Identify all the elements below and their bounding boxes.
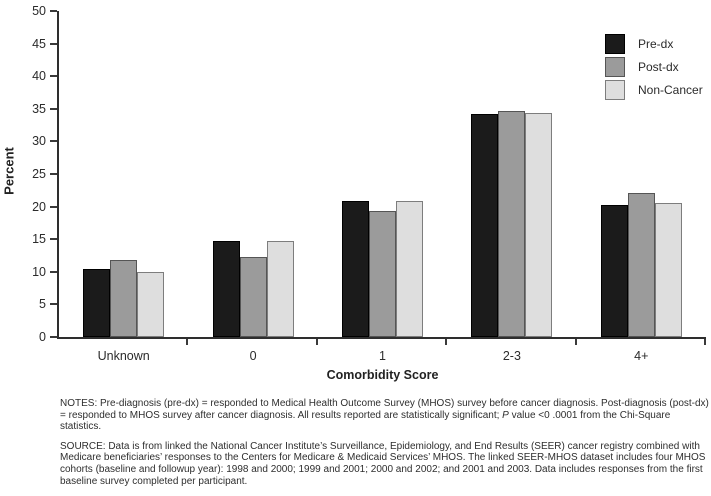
legend-swatch-icon	[605, 80, 625, 100]
y-axis-tick-label: 10	[32, 264, 46, 279]
y-axis-tick-label: 45	[32, 36, 46, 51]
source-paragraph: SOURCE: Data is from linked the National…	[60, 440, 706, 487]
bar-non-cancer	[654, 203, 682, 337]
y-axis-tick	[50, 173, 57, 175]
x-category-label: 2-3	[502, 349, 521, 363]
bar-post-dx	[239, 257, 267, 337]
y-axis-tick	[50, 140, 57, 143]
bar-post-dx	[369, 210, 396, 337]
y-axis-tick	[50, 238, 57, 241]
x-category-label: 4+	[634, 349, 649, 363]
legend-item: Pre-dx	[605, 34, 703, 54]
x-axis-tick	[186, 339, 189, 345]
y-axis-tick	[50, 205, 57, 208]
y-axis-tick-label: 35	[32, 101, 46, 116]
legend-label: Non-Cancer	[638, 83, 703, 97]
bar-pre-dx	[342, 201, 369, 337]
legend-item: Post-dx	[605, 57, 703, 77]
legend-label: Post-dx	[638, 60, 679, 74]
plot-area: Comorbidity Score 0 5 10 15 20 25 30 35 40 45 50 Un…	[32, 4, 706, 382]
x-category-label: 1	[379, 349, 386, 363]
x-category-label: 0	[249, 349, 257, 363]
notes-text-1: NOTES: Pre-diagnosis (pre-dx) = responde…	[60, 398, 709, 421]
notes-p-symbol: P	[502, 409, 509, 421]
bar-pre-dx	[471, 114, 499, 337]
bar-non-cancer	[137, 271, 165, 337]
y-axis-tick-label: 30	[32, 134, 46, 149]
bar-pre-dx	[212, 241, 240, 337]
y-axis-tick-label: 25	[32, 167, 46, 181]
x-category-label: Unknown	[97, 349, 150, 363]
x-axis-tick	[704, 339, 706, 345]
y-axis-tick	[50, 10, 57, 12]
legend-label: Pre-dx	[638, 37, 674, 51]
legend: Pre-dx Post-dx Non-Cancer	[605, 34, 703, 103]
bar-post-dx	[627, 192, 655, 337]
legend-swatch-icon	[605, 34, 625, 54]
notes-text-2: value <0 .0001 from the Chi-Square stati…	[60, 409, 671, 433]
y-axis-tick-label: 50	[32, 4, 46, 18]
bar-post-dx	[110, 260, 138, 337]
footnotes-block: NOTES: Pre-diagnosis (pre-dx) = responde…	[60, 398, 710, 495]
x-axis-tick	[315, 339, 318, 345]
bar-pre-dx	[83, 269, 111, 337]
legend-swatch-icon	[605, 57, 625, 77]
y-axis-tick	[50, 42, 57, 45]
bar-non-cancer	[266, 241, 294, 337]
bar-non-cancer	[525, 112, 553, 337]
y-axis-tick-label: 5	[39, 297, 46, 312]
y-axis-tick	[50, 270, 57, 273]
x-axis-title: Comorbidity Score	[326, 368, 439, 382]
y-axis-tick-label: 15	[32, 232, 46, 247]
bar-non-cancer	[396, 200, 423, 337]
y-axis-tick-label: 40	[32, 69, 46, 84]
y-axis-tick	[50, 107, 57, 110]
x-axis-tick	[445, 339, 448, 345]
y-axis-tick	[50, 336, 57, 338]
legend-item: Non-Cancer	[605, 80, 703, 100]
notes-paragraph: NOTES: Pre-diagnosis (pre-dx) = responde…	[60, 398, 710, 433]
y-axis-tick	[50, 75, 57, 78]
y-axis-tick	[50, 303, 57, 306]
x-axis-tick	[574, 339, 577, 345]
bar-post-dx	[498, 110, 526, 337]
bar-pre-dx	[600, 204, 628, 337]
y-axis-tick-label: 20	[32, 199, 46, 214]
y-axis-tick-label: 0	[39, 330, 46, 344]
